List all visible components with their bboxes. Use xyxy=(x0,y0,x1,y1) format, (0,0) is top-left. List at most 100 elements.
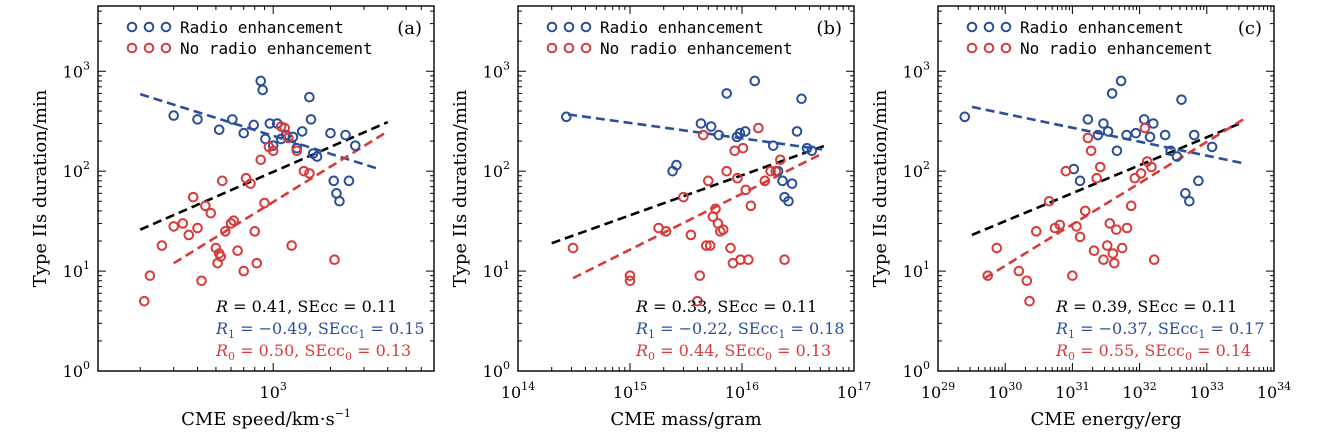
stat-radio-enhancement: R1 = −0.37, SEcc1 = 0.17 xyxy=(1055,319,1265,341)
y-axis-label: Type IIs duration/min xyxy=(870,89,891,287)
y-axis-label: Type IIs duration/min xyxy=(30,89,51,287)
data-point-no-radio-enhancement xyxy=(200,200,211,212)
data-point-no-radio-enhancement xyxy=(196,275,207,287)
data-point-no-radio-enhancement xyxy=(779,254,790,266)
panel-3: 1029 1030 1031 1032 1033 1034 100 101 102 103 CME … xyxy=(870,5,1291,430)
data-point-radio-enhancement xyxy=(334,195,345,207)
data-point-no-radio-enhancement xyxy=(245,178,256,189)
data-point-no-radio-enhancement xyxy=(183,229,195,241)
data-point-no-radio-enhancement xyxy=(298,165,310,177)
data-point-no-radio-enhancement xyxy=(304,168,315,179)
data-point-no-radio-enhancement xyxy=(216,175,228,187)
data-point-no-radio-enhancement xyxy=(1104,218,1116,229)
data-point-no-radio-enhancement xyxy=(1125,200,1137,212)
data-point-radio-enhancement xyxy=(296,126,308,137)
data-point-no-radio-enhancement xyxy=(721,165,732,177)
data-point-no-radio-enhancement xyxy=(1021,275,1033,287)
data-point-radio-enhancement xyxy=(264,118,276,129)
data-point-no-radio-enhancement xyxy=(567,242,579,254)
data-point-radio-enhancement xyxy=(287,131,299,143)
data-point-no-radio-enhancement xyxy=(282,132,294,144)
y-tick-label: 101 xyxy=(903,259,930,281)
data-point-no-radio-enhancement xyxy=(255,154,267,166)
data-point-radio-enhancement xyxy=(806,145,818,157)
legend-marker xyxy=(546,21,558,33)
data-point-radio-enhancement xyxy=(783,195,794,207)
data-point-radio-enhancement xyxy=(343,175,355,187)
legend-marker xyxy=(160,42,172,54)
legend-marker xyxy=(966,21,978,33)
data-point-radio-enhancement xyxy=(1144,131,1156,143)
data-point-no-radio-enhancement xyxy=(1060,165,1072,177)
legend-entry-no-radio-enhancement: No radio enhancement xyxy=(126,39,373,58)
data-point-no-radio-enhancement xyxy=(1135,168,1147,179)
data-point-radio-enhancement xyxy=(1092,129,1104,141)
data-point-no-radio-enhancement xyxy=(232,245,243,256)
data-point-no-radio-enhancement xyxy=(1030,226,1042,237)
x-axis-label: CME energy/erg xyxy=(1030,409,1181,430)
data-point-radio-enhancement xyxy=(791,126,803,137)
x-tick-label: 1033 xyxy=(1190,380,1224,402)
data-point-no-radio-enhancement xyxy=(1116,242,1128,254)
data-point-radio-enhancement xyxy=(713,129,725,141)
data-point-radio-enhancement xyxy=(1184,195,1195,207)
data-point-no-radio-enhancement xyxy=(1098,254,1109,266)
data-point-no-radio-enhancement xyxy=(286,240,297,251)
data-point-no-radio-enhancement xyxy=(704,240,716,251)
data-point-no-radio-enhancement xyxy=(717,224,729,235)
data-point-no-radio-enhancement xyxy=(144,270,156,281)
data-point-radio-enhancement xyxy=(328,175,340,187)
data-point-no-radio-enhancement xyxy=(1071,221,1082,232)
x-tick-label: 103 xyxy=(260,380,287,402)
data-point-no-radio-enhancement xyxy=(697,129,709,141)
data-point-no-radio-enhancement xyxy=(219,226,231,237)
data-point-radio-enhancement xyxy=(227,114,238,125)
data-point-no-radio-enhancement xyxy=(215,251,227,262)
legend-marker xyxy=(580,21,592,33)
data-point-radio-enhancement xyxy=(959,111,971,123)
data-point-no-radio-enhancement xyxy=(770,165,782,177)
legend-marker xyxy=(1000,21,1012,33)
data-point-radio-enhancement xyxy=(1171,151,1183,162)
x-axis-label: CME speed/km·s−1 xyxy=(181,407,351,430)
legend-entry-radio-enhancement: Radio enhancement xyxy=(546,18,764,37)
data-point-radio-enhancement xyxy=(1159,129,1171,141)
stat-no-radio-enhancement: R0 = 0.44, SEcc0 = 0.13 xyxy=(635,341,831,363)
data-point-radio-enhancement xyxy=(305,114,317,125)
data-point-radio-enhancement xyxy=(192,114,203,125)
panel-tag: (c) xyxy=(1238,18,1262,39)
data-point-no-radio-enhancement xyxy=(1094,161,1106,173)
data-point-radio-enhancement xyxy=(349,140,361,151)
y-tick-label: 103 xyxy=(483,59,510,81)
data-point-no-radio-enhancement xyxy=(1101,240,1113,251)
data-point-radio-enhancement xyxy=(561,111,572,123)
legend-marker xyxy=(563,21,575,33)
data-point-no-radio-enhancement xyxy=(279,122,291,134)
panel-1: 103 100 101 102 103 CME speed/km·s−1 Type IIs … xyxy=(30,5,435,430)
data-point-radio-enhancement xyxy=(1121,129,1132,141)
data-point-no-radio-enhancement xyxy=(624,270,636,281)
legend-marker xyxy=(126,42,138,54)
data-point-radio-enhancement xyxy=(705,121,717,132)
y-tick-label: 100 xyxy=(903,359,930,381)
data-point-no-radio-enhancement xyxy=(228,215,240,226)
plot-frame xyxy=(97,5,435,372)
x-tick-label: 1034 xyxy=(1257,380,1291,402)
data-point-no-radio-enhancement xyxy=(1146,161,1157,173)
data-point-no-radio-enhancement xyxy=(187,191,199,203)
data-point-no-radio-enhancement xyxy=(775,154,786,166)
stat-radio-enhancement: R1 = −0.49, SEcc1 = 0.15 xyxy=(215,319,425,341)
data-point-no-radio-enhancement xyxy=(694,270,706,281)
data-point-no-radio-enhancement xyxy=(1108,257,1120,269)
data-point-radio-enhancement xyxy=(1098,118,1109,129)
data-point-radio-enhancement xyxy=(340,129,351,141)
y-tick-label: 103 xyxy=(63,59,90,81)
data-point-radio-enhancement xyxy=(1111,145,1123,157)
data-point-radio-enhancement xyxy=(786,178,798,189)
data-point-radio-enhancement xyxy=(695,118,707,129)
data-point-no-radio-enhancement xyxy=(740,184,752,196)
data-point-radio-enhancement xyxy=(257,84,268,96)
stat-all: R = 0.33, SEcc = 0.11 xyxy=(635,297,817,316)
data-point-radio-enhancement xyxy=(168,110,180,121)
